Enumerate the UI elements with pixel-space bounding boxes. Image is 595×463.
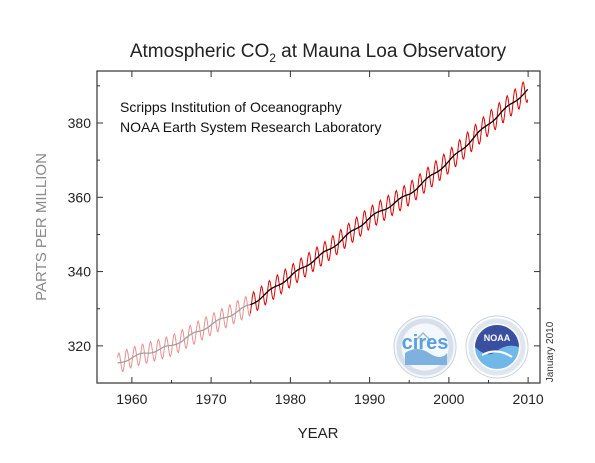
monthly-series-early xyxy=(117,295,251,373)
credit-scripps: Scripps Institution of Oceanography xyxy=(120,99,342,115)
x-tick-label: 1970 xyxy=(196,391,227,407)
monthly-series xyxy=(249,80,529,314)
axis-ticks: 1960 1970 1980 1990 2000 2010 320 340 360 380 xyxy=(68,71,544,407)
trend-line xyxy=(250,88,529,306)
chart-title-prefix: Atmospheric CO xyxy=(130,41,269,62)
chart-title-subscript: 2 xyxy=(269,51,276,65)
y-tick-label: 360 xyxy=(68,189,92,205)
cires-logo-text: cires xyxy=(402,332,449,354)
x-tick-label: 1990 xyxy=(354,391,385,407)
cires-logo: cires xyxy=(393,315,457,379)
y-tick-label: 320 xyxy=(68,338,92,354)
noaa-logo: NOAA xyxy=(465,315,529,379)
x-axis-label: YEAR xyxy=(298,425,339,442)
date-note: January 2010 xyxy=(545,321,556,382)
chart-title: Atmospheric CO2 at Mauna Loa Observatory xyxy=(130,41,507,65)
data-series xyxy=(117,80,529,373)
y-axis-label: PARTS PER MILLION xyxy=(33,153,50,301)
trend-line-early xyxy=(117,303,251,364)
x-tick-label: 2010 xyxy=(513,391,544,407)
x-tick-label: 2000 xyxy=(433,391,464,407)
x-tick-label: 1980 xyxy=(275,391,306,407)
credit-noaa: NOAA Earth System Research Laboratory xyxy=(120,119,381,135)
y-tick-label: 340 xyxy=(68,264,92,280)
plot-frame xyxy=(96,70,541,384)
x-tick-label: 1960 xyxy=(116,391,147,407)
noaa-logo-text: NOAA xyxy=(484,333,511,343)
chart-title-suffix: at Mauna Loa Observatory xyxy=(276,41,507,62)
y-tick-label: 380 xyxy=(68,115,92,131)
